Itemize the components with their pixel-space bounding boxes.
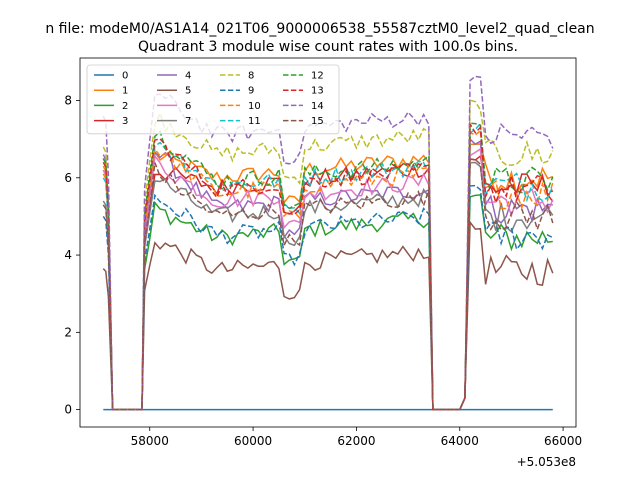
- series-line-11: [102, 121, 554, 411]
- x-tick-label: 64000: [441, 434, 479, 448]
- legend-box: [86, 64, 340, 135]
- legend-label-6: 6: [185, 101, 191, 112]
- y-tick-label: 6: [64, 171, 72, 185]
- series-line-13: [102, 121, 554, 411]
- series-line-6: [102, 147, 554, 411]
- series-line-5: [102, 220, 554, 411]
- plot-frame: [79, 57, 577, 428]
- x-tick-label: 62000: [337, 434, 375, 448]
- legend-label-1: 1: [122, 86, 128, 97]
- y-axis: 0 2 4 6 8: [64, 94, 80, 417]
- y-tick-label: 4: [64, 248, 72, 262]
- legend-label-10: 10: [248, 101, 261, 112]
- legend-label-7: 7: [185, 116, 191, 127]
- legend-label-11: 11: [248, 116, 261, 127]
- series-line-8: [102, 99, 554, 411]
- legend-label-9: 9: [248, 86, 254, 97]
- y-tick-label: 0: [64, 403, 72, 417]
- legend-label-2: 2: [122, 101, 128, 112]
- legend-label-12: 12: [311, 71, 324, 82]
- y-tick-label: 2: [64, 325, 72, 339]
- legend-label-5: 5: [185, 86, 191, 97]
- legend-label-3: 3: [122, 116, 128, 127]
- x-axis: 58000 60000 62000 64000 66000: [131, 427, 582, 448]
- x-tick-label: 58000: [131, 434, 169, 448]
- legend-label-15: 15: [311, 116, 324, 127]
- series-line-12: [102, 122, 554, 411]
- chart-title: Quadrant 3 module wise count rates with …: [138, 39, 518, 55]
- legend-label-4: 4: [185, 71, 191, 82]
- legend-label-14: 14: [311, 101, 324, 112]
- figure-suptitle: n file: modeM0/AS1A14_021T06_9000006538_…: [45, 21, 594, 37]
- series-line-9: [102, 184, 554, 411]
- x-tick-label: 60000: [234, 434, 272, 448]
- legend-label-0: 0: [122, 71, 128, 82]
- legend-label-13: 13: [311, 86, 324, 97]
- legend-label-8: 8: [248, 71, 254, 82]
- x-offset-label: +5.053e8: [517, 455, 576, 469]
- x-tick-label: 66000: [544, 434, 582, 448]
- y-tick-label: 8: [64, 94, 72, 108]
- series-line-15: [102, 158, 554, 411]
